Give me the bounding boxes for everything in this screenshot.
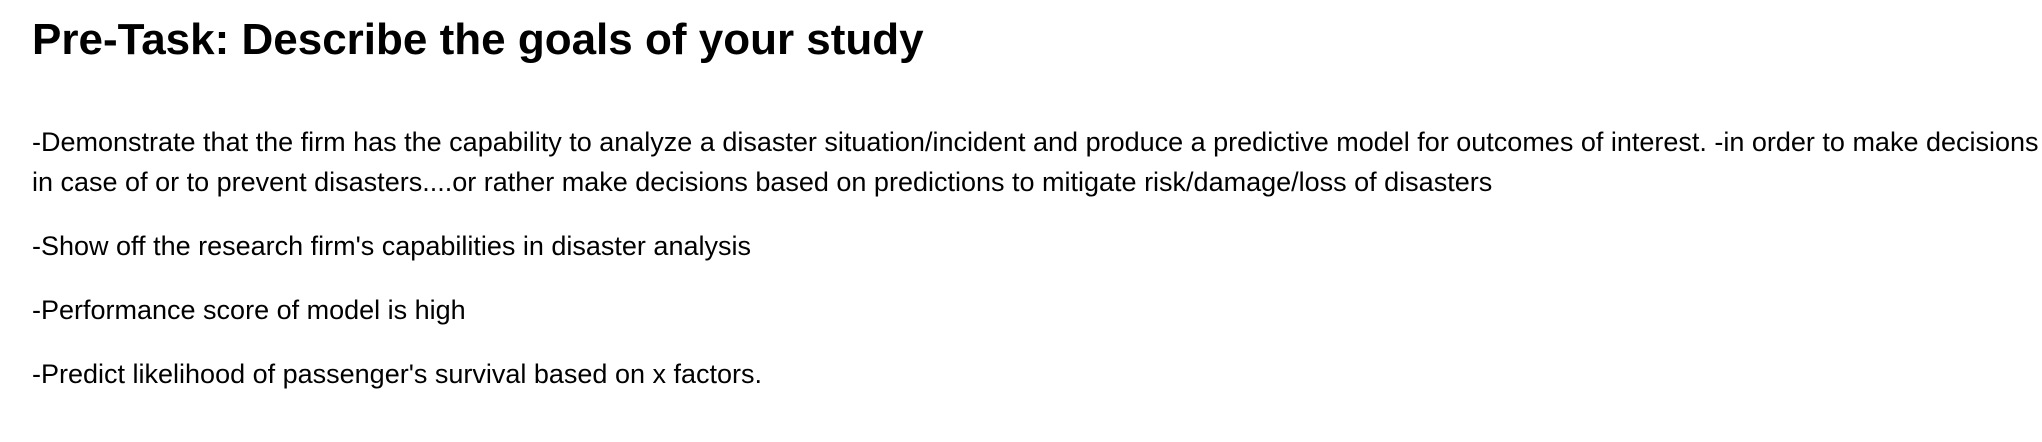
page-title: Pre-Task: Describe the goals of your stu…: [32, 15, 924, 64]
goal-item: -Performance score of model is high: [32, 295, 466, 325]
goal-item: -Show off the research firm's capabiliti…: [32, 231, 751, 261]
document-body: Pre-Task: Describe the goals of your stu…: [32, 14, 2039, 418]
goal-item: -Demonstrate that the firm has the capab…: [32, 127, 2039, 197]
goal-item: -Predict likelihood of passenger's survi…: [32, 359, 763, 389]
goals-list: -Demonstrate that the firm has the capab…: [32, 122, 2039, 394]
